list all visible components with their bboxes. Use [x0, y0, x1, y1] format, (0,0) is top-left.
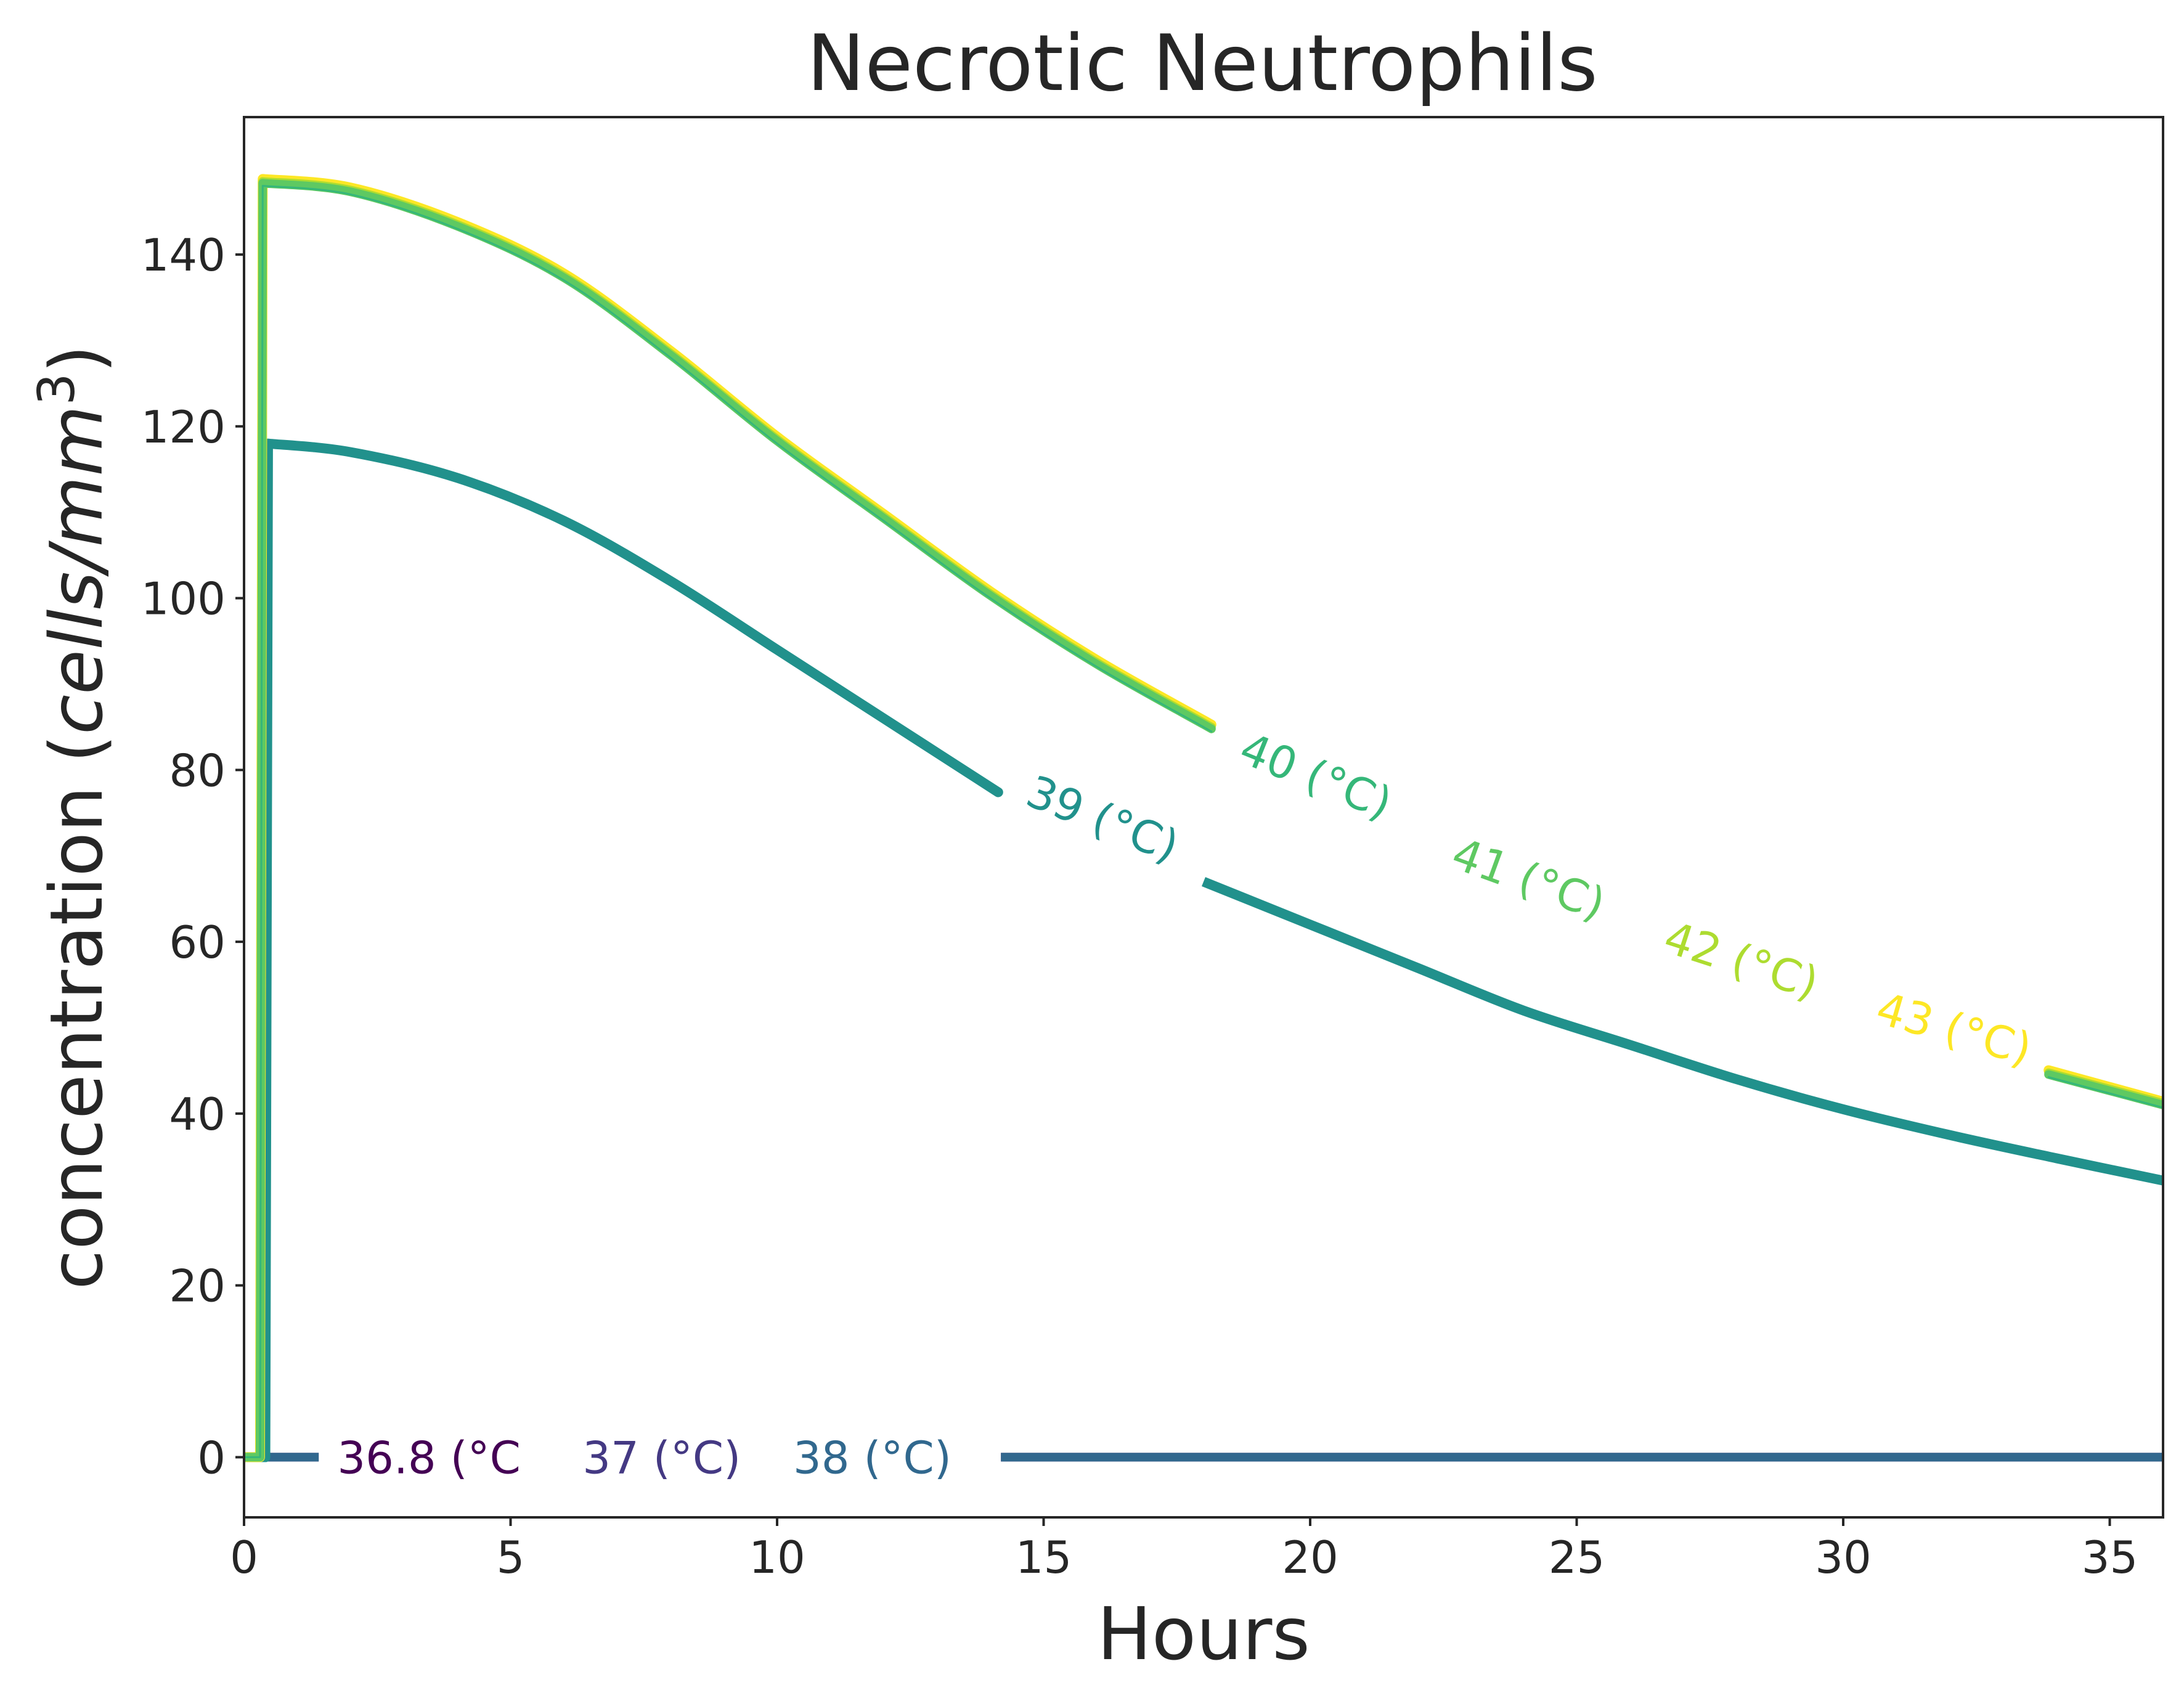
x-tick-label: 20	[1282, 1532, 1339, 1583]
y-axis-label-main: concentration	[34, 786, 119, 1289]
series-line	[1202, 877, 2163, 1186]
x-tick-label: 5	[497, 1532, 525, 1583]
series-label: 37 (°C)	[582, 1432, 741, 1483]
series-line	[244, 438, 1003, 1462]
y-axis: 0 20 40 60 80 100 120 140	[141, 229, 244, 1483]
y-tick-label: 60	[169, 916, 226, 968]
chart-title: Necrotic Neutrophils	[807, 18, 1598, 108]
y-tick-label: 140	[141, 229, 226, 281]
y-tick-label: 20	[169, 1260, 226, 1312]
x-axis: 0 5 10 15 20 25 30 35	[230, 1517, 2138, 1583]
x-tick-label: 0	[230, 1532, 258, 1583]
series-line	[2044, 1070, 2163, 1109]
y-tick-label: 100	[141, 573, 226, 625]
y-axis-label-unit: (cells/mm3)	[28, 345, 119, 786]
x-tick-label: 35	[2082, 1532, 2138, 1583]
series-label: 38 (°C)	[793, 1432, 951, 1483]
y-tick-label: 120	[141, 401, 226, 453]
series-label: 36.8 (°C	[337, 1432, 521, 1483]
x-tick-label: 10	[749, 1532, 805, 1583]
series-line	[244, 179, 1216, 1462]
x-tick-label: 15	[1016, 1532, 1072, 1583]
y-tick-label: 0	[197, 1432, 226, 1483]
x-tick-label: 25	[1549, 1532, 1605, 1583]
y-axis-label: concentration (cells/mm3)	[28, 345, 119, 1289]
series-lines	[244, 174, 2163, 1462]
y-axis-label-exponent: 3	[28, 373, 86, 405]
y-tick-label: 40	[169, 1088, 226, 1140]
x-tick-label: 30	[1815, 1532, 1872, 1583]
x-axis-label: Hours	[1097, 1591, 1310, 1676]
y-tick-label: 80	[169, 744, 226, 796]
axes-frame	[243, 116, 2164, 1519]
series-line	[244, 185, 1213, 1458]
series-line	[2047, 1076, 2163, 1109]
